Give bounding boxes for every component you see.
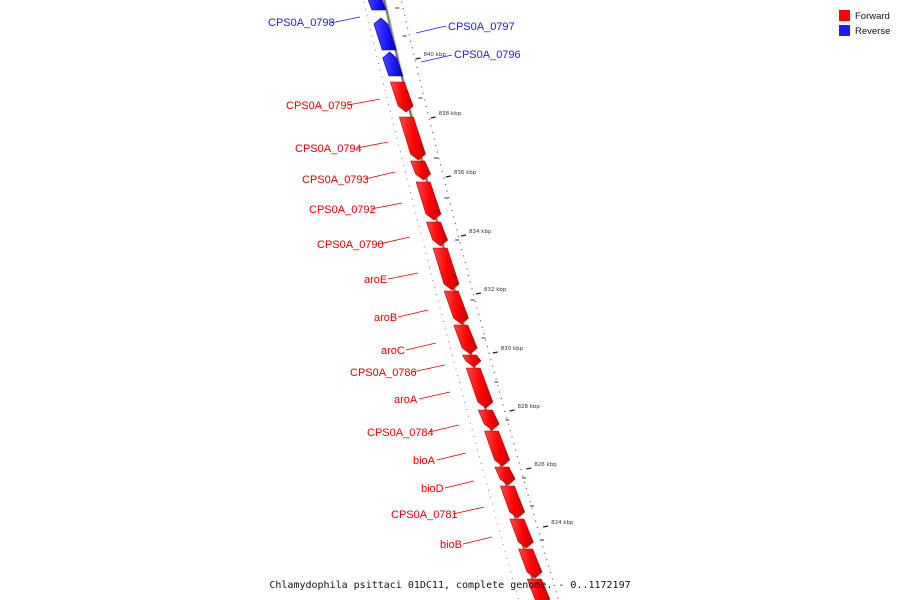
gene-label-aroe[interactable]: aroE	[364, 274, 387, 286]
scale-label: 826 kbp	[534, 462, 557, 468]
leader-line	[378, 236, 411, 245]
gene-block-cps0a-0786[interactable]	[461, 354, 482, 368]
gene-features	[367, 0, 551, 600]
leader-line	[330, 16, 361, 24]
scale-tick	[526, 467, 532, 470]
gene-block-cps0a-0797[interactable]	[373, 17, 397, 51]
leader-line	[436, 452, 467, 461]
gene-block-bioa[interactable]	[484, 430, 510, 467]
gene-label-cps0a-0792[interactable]: CPS0A_0792	[309, 204, 376, 216]
gene-block-biob[interactable]	[509, 518, 534, 549]
gene-label-cps0a-0784[interactable]: CPS0A_0784	[367, 427, 434, 439]
leader-line	[462, 536, 493, 545]
gene-label-cps0a-0795[interactable]: CPS0A_0795	[286, 100, 353, 112]
gene-label-biod[interactable]: bioD	[421, 483, 444, 495]
gene-label-cps0a-0798[interactable]: CPS0A_0798	[268, 17, 335, 29]
scale-label: 830 kbp	[501, 346, 524, 352]
legend-forward-label: Forward	[855, 11, 890, 22]
gene-labels: CPS0A_0798 CPS0A_0797 CPS0A_0796 CPS0A_0…	[268, 17, 521, 551]
gene-block-cps0a-0790[interactable]	[426, 221, 448, 247]
leader-line	[411, 364, 446, 373]
scale-label: 828 kbp	[518, 404, 541, 410]
scale-tick	[475, 292, 482, 295]
scale-label: 836 kbp	[454, 170, 477, 176]
gene-block-cps0a-0781[interactable]	[499, 485, 526, 519]
scale-tick	[509, 409, 515, 412]
leader-line	[418, 391, 451, 400]
gene-block-unlabeled-2[interactable]	[526, 578, 551, 600]
leader-line	[387, 272, 419, 280]
legend: Forward Reverse	[839, 10, 890, 37]
gene-block-biod[interactable]	[494, 466, 516, 486]
gene-block-cps0a-0796[interactable]	[382, 51, 404, 77]
scale-tick	[445, 175, 451, 178]
leader-line	[347, 98, 381, 106]
gene-block-cps0a-0792[interactable]	[415, 181, 442, 221]
scale-label: 838 kbp	[439, 111, 462, 117]
gene-block-cps0a-0798[interactable]	[367, 0, 387, 11]
gene-block-cps0a-0793[interactable]	[410, 160, 432, 181]
gene-block-cps0a-0794[interactable]	[399, 116, 426, 161]
gene-block-arob[interactable]	[443, 290, 469, 325]
scale-tick	[542, 525, 549, 528]
scale-label: 840 kbp	[423, 52, 446, 58]
gene-label-cps0a-0794[interactable]: CPS0A_0794	[295, 143, 362, 155]
gene-label-cps0a-0793[interactable]: CPS0A_0793	[302, 174, 369, 186]
gene-label-aroc[interactable]: aroC	[381, 345, 405, 357]
gene-block-aroc[interactable]	[453, 324, 478, 355]
gene-block-cps0a-0795[interactable]	[389, 81, 414, 113]
scale-tick	[415, 57, 421, 60]
scale-ticks: 840 kbp 838 kbp 836 kbp 834 kbp 832 kbp 830 k…	[395, 7, 574, 541]
scale-label: 834 kbp	[469, 229, 492, 235]
gene-label-biob[interactable]: bioB	[440, 539, 462, 551]
legend-reverse-swatch	[839, 25, 850, 36]
leader-line	[364, 171, 396, 180]
label-leader-lines	[330, 16, 493, 545]
scale-tick	[492, 351, 498, 354]
gene-block-aroa[interactable]	[465, 367, 494, 409]
scale-tick	[430, 116, 436, 119]
legend-reverse-label: Reverse	[855, 26, 890, 37]
gene-label-arob[interactable]: aroB	[374, 312, 397, 324]
scale-label: 832 kbp	[484, 287, 507, 293]
leader-line	[397, 309, 429, 318]
gene-label-cps0a-0796[interactable]: CPS0A_0796	[454, 49, 521, 61]
scale-label: 824 kbp	[551, 520, 574, 526]
genome-title: Chlamydophila psittaci 01DC11, complete …	[269, 580, 630, 591]
leader-line	[415, 25, 447, 34]
leader-line	[428, 424, 460, 433]
leader-line	[370, 202, 403, 210]
leader-line	[420, 54, 453, 63]
leader-line	[405, 342, 437, 351]
gene-label-aroa[interactable]: aroA	[394, 394, 418, 406]
gene-label-cps0a-0797[interactable]: CPS0A_0797	[448, 21, 515, 33]
gene-label-cps0a-0786[interactable]: CPS0A_0786	[350, 367, 417, 379]
scale-tick	[460, 234, 467, 237]
gene-label-cps0a-0790[interactable]: CPS0A_0790	[317, 239, 384, 251]
gene-block-aroe[interactable]	[432, 247, 460, 291]
leader-line	[444, 480, 475, 489]
gene-block-cps0a-0784[interactable]	[477, 409, 500, 431]
leader-line	[452, 506, 485, 515]
leader-line	[356, 141, 389, 149]
legend-forward-swatch	[839, 10, 850, 21]
gene-label-bioa[interactable]: bioA	[413, 455, 436, 467]
gene-block-unlabeled-1[interactable]	[518, 548, 543, 579]
gene-label-cps0a-0781[interactable]: CPS0A_0781	[391, 509, 458, 521]
